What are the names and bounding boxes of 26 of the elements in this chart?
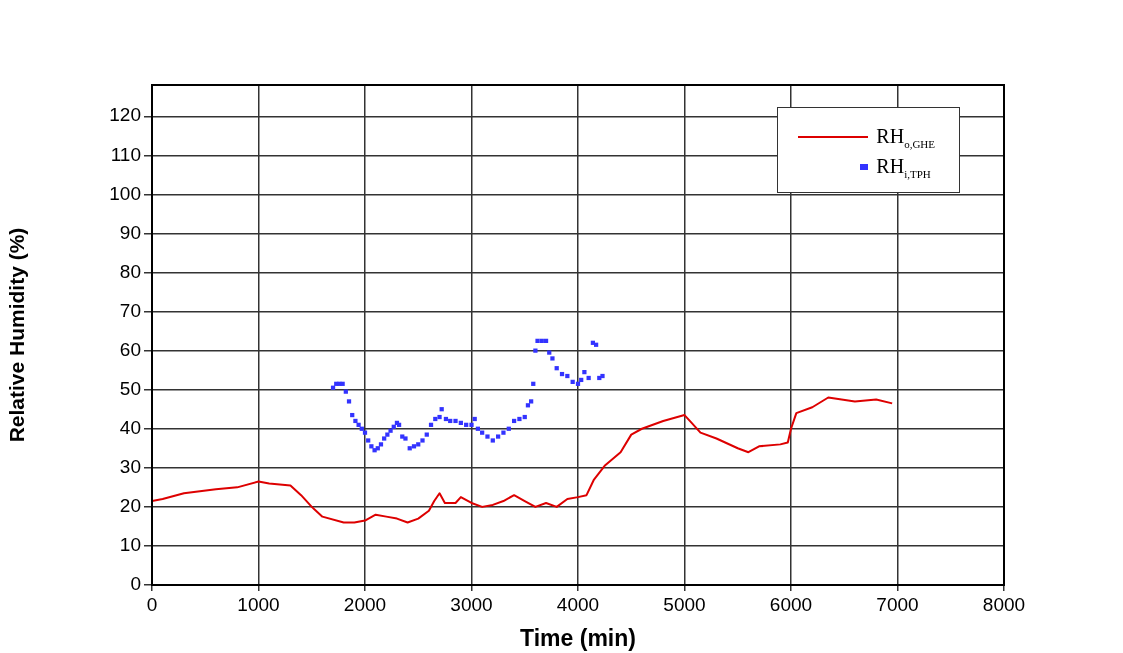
x-tick-label: 0: [146, 593, 158, 615]
x-tick-label: 5000: [663, 593, 706, 615]
y-tick-label: 0: [130, 573, 141, 595]
y-tick-label: 120: [109, 104, 141, 126]
x-tick-label: 3000: [450, 593, 493, 615]
y-tick-label: 50: [119, 377, 141, 399]
y-tick-label: 40: [119, 416, 141, 438]
y-tick-label: 70: [119, 299, 141, 321]
x-tick-label: 7000: [876, 593, 919, 615]
x-axis-title: Time (min): [520, 624, 636, 651]
y-tick-label: 30: [119, 456, 141, 478]
legend-label: RH$_{i,TPH}$: [876, 154, 931, 180]
legend-label: RH$_{o,GHE}$: [876, 124, 935, 150]
y-tick-label: 100: [109, 182, 141, 204]
y-tick-label: 80: [119, 260, 141, 282]
x-tick-label: 4000: [556, 593, 600, 615]
y-tick-label: 110: [110, 143, 141, 165]
x-tick-label: 6000: [769, 593, 813, 615]
y-tick-label: 10: [119, 534, 141, 556]
y-axis-title: Relative Humidity (%): [5, 227, 29, 443]
y-tick-label: 90: [119, 221, 141, 243]
x-tick-label: 1000: [237, 593, 280, 615]
y-tick-label: 20: [119, 495, 141, 517]
x-tick-label: 8000: [982, 593, 1026, 615]
x-tick-label: 2000: [343, 593, 387, 615]
y-tick-label: 60: [119, 338, 141, 360]
